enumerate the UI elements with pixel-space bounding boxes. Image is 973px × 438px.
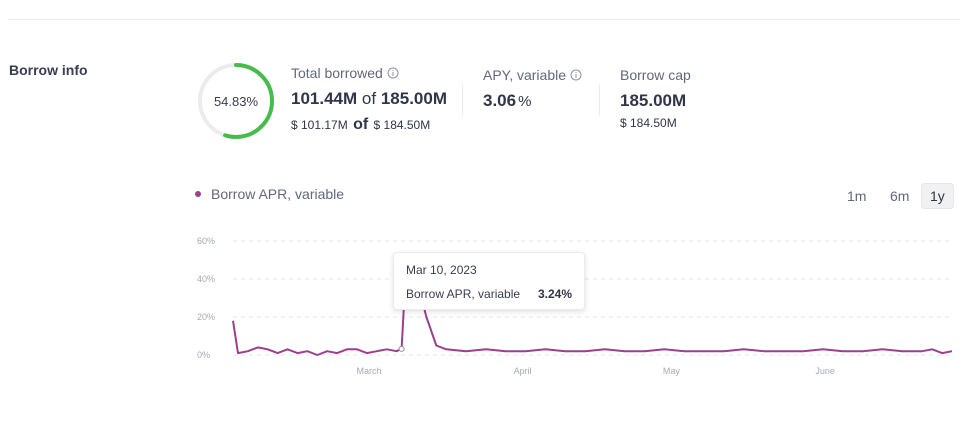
legend-label: Borrow APR, variable xyxy=(211,186,345,202)
series-line xyxy=(232,255,953,356)
chart-tooltip: Mar 10, 2023 Borrow APR, variable 3.24% xyxy=(393,252,585,310)
tooltip-date: Mar 10, 2023 xyxy=(406,263,477,277)
borrow-cap-label: Borrow cap xyxy=(620,67,691,83)
range-1m-button[interactable]: 1m xyxy=(847,188,867,204)
range-6m-button[interactable]: 6m xyxy=(890,188,910,204)
x-tick-label: May xyxy=(663,366,681,376)
info-icon[interactable] xyxy=(570,69,582,81)
apy-unit: % xyxy=(518,93,532,110)
top-divider xyxy=(8,19,960,20)
divider xyxy=(462,84,463,116)
tooltip-series: Borrow APR, variable xyxy=(406,287,521,301)
borrow-cap-usd: $ 184.50M xyxy=(620,116,677,130)
range-1y-button[interactable]: 1y xyxy=(921,183,954,209)
total-borrowed-usd-cap: $ 184.50M xyxy=(373,118,431,132)
total-borrowed-label-row: Total borrowed xyxy=(291,65,399,81)
of-word: of xyxy=(361,89,377,108)
usd-of-word: of xyxy=(353,116,369,133)
y-tick-label: 20% xyxy=(197,312,215,322)
apy-label-row: APY, variable xyxy=(483,67,582,83)
y-tick-label: 0% xyxy=(197,350,210,360)
apy-value-row: 3.06% xyxy=(483,91,531,111)
total-borrowed-amount-row: 101.44M of 185.00M xyxy=(291,89,447,109)
divider xyxy=(599,84,600,116)
info-icon[interactable] xyxy=(387,67,399,79)
apy-label: APY, variable xyxy=(483,67,567,83)
y-tick-label: 60% xyxy=(197,236,215,246)
borrow-cap-value: 185.00M xyxy=(620,91,687,110)
section-title: Borrow info xyxy=(9,62,88,78)
chart-legend: Borrow APR, variable xyxy=(195,186,344,202)
total-borrowed-usd: $ 101.17M xyxy=(291,118,348,132)
x-tick-label: April xyxy=(514,366,532,376)
total-borrowed-cap: 185.00M xyxy=(380,89,447,108)
total-borrowed-usd-row: $ 101.17M of $ 184.50M xyxy=(291,116,430,134)
total-borrowed-amount: 101.44M xyxy=(291,89,358,108)
tooltip-value: 3.24% xyxy=(537,287,572,301)
x-tick-label: June xyxy=(815,366,835,376)
x-tick-label: March xyxy=(356,366,381,376)
total-borrowed-label: Total borrowed xyxy=(291,65,383,81)
utilization-percent: 54.83% xyxy=(213,93,259,109)
highlight-point xyxy=(398,345,405,352)
legend-dot xyxy=(195,191,201,197)
apy-value: 3.06 xyxy=(483,91,517,110)
utilization-ring xyxy=(198,63,274,139)
y-tick-label: 40% xyxy=(197,274,215,284)
utilization-arc xyxy=(198,63,274,139)
